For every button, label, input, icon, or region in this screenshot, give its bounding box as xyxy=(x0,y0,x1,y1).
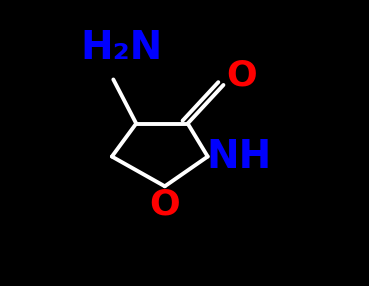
Text: H₂N: H₂N xyxy=(80,29,163,67)
Text: NH: NH xyxy=(207,138,272,176)
Text: O: O xyxy=(149,188,180,222)
Text: O: O xyxy=(227,58,258,92)
